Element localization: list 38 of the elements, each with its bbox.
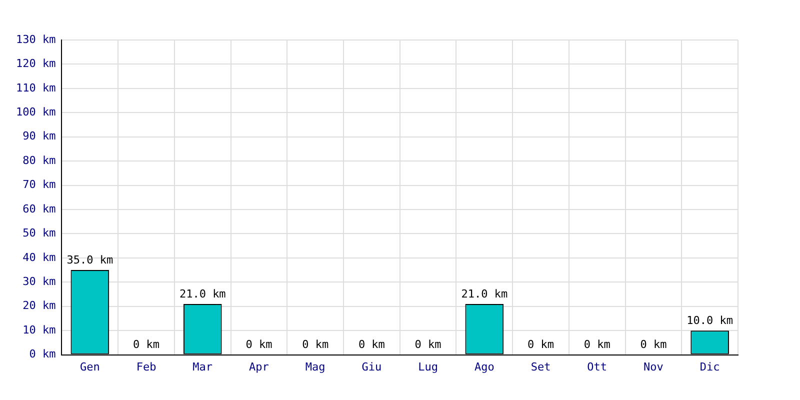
data-label: 0 km	[584, 338, 611, 352]
data-label: 10.0 km	[686, 314, 734, 327]
x-tick-label: Mag	[305, 360, 326, 374]
data-label: 0 km	[640, 338, 668, 352]
y-tick-label: 100 km	[16, 106, 56, 119]
y-tick-label: 70 km	[22, 178, 56, 192]
data-label: 21.0 km	[461, 287, 508, 300]
x-tick-label: Lug	[418, 360, 438, 374]
x-tick-label: Nov	[644, 360, 664, 374]
y-tick-label: 90 km	[22, 130, 56, 143]
data-label: 21.0 km	[179, 287, 226, 300]
y-tick-label: 130 km	[16, 32, 56, 46]
x-tick-label: Mar	[192, 360, 213, 374]
x-tick-label: Apr	[249, 360, 270, 374]
data-label: 0 km	[133, 338, 160, 352]
y-tick-label: 10 km	[22, 323, 56, 336]
data-label: 0 km	[414, 338, 442, 352]
y-tick-label: 30 km	[22, 275, 56, 288]
y-tick-label: 0 km	[29, 348, 56, 361]
x-tick-label: Gen	[80, 360, 100, 374]
y-tick-label: 20 km	[22, 299, 56, 312]
data-label: 0 km	[302, 338, 329, 352]
x-tick-label: Feb	[136, 360, 156, 374]
data-label: 35.0 km	[66, 253, 114, 266]
x-tick-label: Giu	[362, 360, 382, 374]
data-label: 0 km	[358, 338, 386, 352]
data-label: 0 km	[246, 338, 273, 352]
y-tick-label: 120 km	[16, 57, 56, 70]
y-tick-label: 80 km	[22, 154, 56, 167]
y-tick-label: 110 km	[16, 81, 56, 94]
data-label: 0 km	[528, 338, 554, 352]
x-tick-label: Dic	[700, 360, 720, 374]
x-tick-label: Ago	[474, 360, 494, 374]
y-tick-label: 50 km	[22, 226, 56, 240]
y-tick-label: 60 km	[22, 202, 56, 216]
x-tick-label: Set	[530, 360, 551, 374]
x-tick-label: Ott	[587, 360, 608, 374]
y-tick-label: 40 km	[22, 250, 56, 264]
